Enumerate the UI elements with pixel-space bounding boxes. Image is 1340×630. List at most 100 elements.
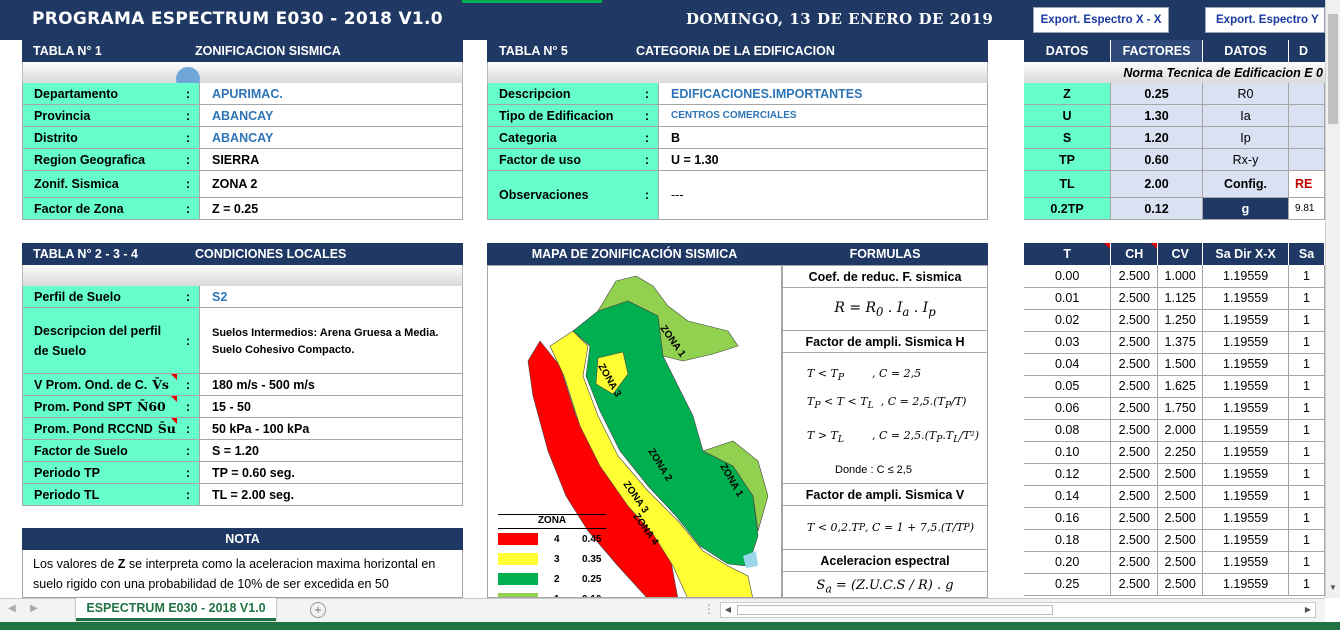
spectrum-cell[interactable]: 1 (1288, 573, 1325, 596)
spectrum-cell[interactable]: 0.00 (1024, 265, 1112, 288)
factor-value[interactable]: 0.12 (1111, 198, 1203, 220)
export-y-button[interactable]: Export. Espectro Y (1205, 7, 1325, 33)
spectrum-cell[interactable]: 2.250 (1157, 441, 1204, 464)
tabla234-row-value[interactable]: TP = 0.60 seg. (199, 462, 462, 483)
spectrum-cell[interactable]: 2.500 (1110, 463, 1159, 486)
spectrum-cell[interactable]: 0.01 (1024, 287, 1112, 310)
datos-right-value[interactable] (1289, 105, 1325, 127)
tabla234-row-value[interactable]: 180 m/s - 500 m/s (199, 374, 462, 395)
spectrum-cell[interactable]: 2.500 (1110, 441, 1159, 464)
spectrum-cell[interactable]: 2.500 (1110, 265, 1159, 288)
factor-value[interactable]: 0.60 (1111, 149, 1203, 171)
spectrum-cell[interactable]: 0.08 (1024, 419, 1112, 442)
spectrum-cell[interactable]: 2.500 (1110, 397, 1159, 420)
spectrum-cell[interactable]: 2.500 (1110, 573, 1159, 596)
tabla234-row-value[interactable]: 15 - 50 (199, 396, 462, 417)
spectrum-cell[interactable]: 1 (1288, 485, 1325, 508)
spectrum-cell[interactable]: 2.500 (1110, 287, 1159, 310)
tabla1-row-value[interactable]: APURIMAC. (199, 83, 462, 104)
spectrum-cell[interactable]: 0.18 (1024, 529, 1112, 552)
spectrum-cell[interactable]: 2.500 (1110, 375, 1159, 398)
tabla5-row-value[interactable]: --- (658, 171, 987, 219)
scroll-left-icon[interactable]: ◀ (724, 605, 732, 614)
spectrum-cell[interactable]: 1.19559 (1202, 353, 1290, 376)
spectrum-cell[interactable]: 1 (1288, 529, 1325, 552)
spectrum-cell[interactable]: 1 (1288, 265, 1325, 288)
spectrum-cell[interactable]: 1.750 (1157, 397, 1204, 420)
tabla5-row-value[interactable]: B (658, 127, 987, 148)
tab-scroll-left-icon[interactable]: ◀ (8, 603, 16, 614)
spectrum-cell[interactable]: 1 (1288, 375, 1325, 398)
splitter-handle-icon[interactable]: ⋮ (703, 602, 715, 616)
spectrum-cell[interactable]: 1 (1288, 309, 1325, 332)
spectrum-cell[interactable]: 2.000 (1157, 419, 1204, 442)
spectrum-cell[interactable]: 1.19559 (1202, 397, 1290, 420)
spectrum-cell[interactable]: 0.25 (1024, 573, 1112, 596)
spectrum-cell[interactable]: 2.500 (1110, 331, 1159, 354)
tabla5-row-value[interactable]: EDIFICACIONES.IMPORTANTES (658, 83, 987, 104)
spectrum-cell[interactable]: 2.500 (1157, 573, 1204, 596)
spectrum-cell[interactable]: 2.500 (1110, 507, 1159, 530)
horizontal-scrollbar[interactable]: ◀ ▶ (720, 602, 1316, 618)
tabla1-row-value[interactable]: Z = 0.25 (199, 198, 462, 219)
tabla1-row-value[interactable]: ABANCAY (199, 127, 462, 148)
spectrum-cell[interactable]: 2.500 (1110, 529, 1159, 552)
spectrum-cell[interactable]: 0.05 (1024, 375, 1112, 398)
spectrum-cell[interactable]: 1.19559 (1202, 331, 1290, 354)
vertical-scrollbar[interactable]: ▼ (1325, 0, 1340, 598)
datos-right-value[interactable]: 9.81 (1289, 198, 1325, 220)
factor-value[interactable]: 2.00 (1111, 171, 1203, 198)
scroll-down-icon[interactable]: ▼ (1329, 583, 1337, 592)
spectrum-cell[interactable]: 0.06 (1024, 397, 1112, 420)
spectrum-cell[interactable]: 0.10 (1024, 441, 1112, 464)
spectrum-cell[interactable]: 1.000 (1157, 265, 1204, 288)
tabla1-row-value[interactable]: ABANCAY (199, 105, 462, 126)
spectrum-cell[interactable]: 1.19559 (1202, 265, 1290, 288)
spectrum-cell[interactable]: 1.19559 (1202, 375, 1290, 398)
spectrum-cell[interactable]: 1.19559 (1202, 441, 1290, 464)
tabla234-row-value[interactable]: Suelos Intermedios: Arena Gruesa a Media… (199, 308, 462, 373)
spectrum-cell[interactable]: 1 (1288, 287, 1325, 310)
add-sheet-icon[interactable]: + (310, 602, 326, 618)
tab-scroll-right-icon[interactable]: ▶ (30, 603, 38, 614)
export-x-button[interactable]: Export. Espectro X - X (1033, 7, 1169, 33)
spectrum-cell[interactable]: 1 (1288, 397, 1325, 420)
spectrum-cell[interactable]: 2.500 (1157, 551, 1204, 574)
tabla1-row-value[interactable]: SIERRA (199, 149, 462, 170)
spectrum-cell[interactable]: 0.04 (1024, 353, 1112, 376)
spectrum-cell[interactable]: 2.500 (1157, 529, 1204, 552)
spectrum-cell[interactable]: 1 (1288, 331, 1325, 354)
spectrum-cell[interactable]: 1.250 (1157, 309, 1204, 332)
tabla234-row-value[interactable]: S2 (199, 286, 462, 307)
spectrum-cell[interactable]: 1 (1288, 441, 1325, 464)
factor-value[interactable]: 1.30 (1111, 105, 1203, 127)
spectrum-cell[interactable]: 1.500 (1157, 353, 1204, 376)
spectrum-cell[interactable]: 2.500 (1157, 485, 1204, 508)
spectrum-cell[interactable]: 1.125 (1157, 287, 1204, 310)
datos-right-value[interactable] (1289, 127, 1325, 149)
spectrum-cell[interactable]: 1.19559 (1202, 419, 1290, 442)
spectrum-cell[interactable]: 1 (1288, 507, 1325, 530)
datos-right-value[interactable] (1289, 83, 1325, 105)
spectrum-cell[interactable]: 1.19559 (1202, 485, 1290, 508)
spectrum-cell[interactable]: 0.02 (1024, 309, 1112, 332)
tabla5-row-value[interactable]: U = 1.30 (658, 149, 987, 170)
vertical-scroll-thumb[interactable] (1328, 14, 1338, 124)
tabla1-row-value[interactable]: ZONA 2 (199, 171, 462, 197)
datos-right-value[interactable] (1289, 149, 1325, 171)
factor-value[interactable]: 0.25 (1111, 83, 1203, 105)
spectrum-cell[interactable]: 0.16 (1024, 507, 1112, 530)
spectrum-cell[interactable]: 1 (1288, 463, 1325, 486)
factor-value[interactable]: 1.20 (1111, 127, 1203, 149)
spectrum-cell[interactable]: 1.19559 (1202, 507, 1290, 530)
spectrum-cell[interactable]: 1 (1288, 353, 1325, 376)
spectrum-cell[interactable]: 2.500 (1110, 353, 1159, 376)
sheet-tab-espectrum[interactable]: ESPECTRUM E030 - 2018 V1.0 (76, 598, 276, 621)
tabla234-row-value[interactable]: TL = 2.00 seg. (199, 484, 462, 505)
spectrum-cell[interactable]: 2.500 (1110, 485, 1159, 508)
spectrum-cell[interactable]: 1.19559 (1202, 309, 1290, 332)
spectrum-cell[interactable]: 2.500 (1157, 507, 1204, 530)
spectrum-cell[interactable]: 2.500 (1110, 419, 1159, 442)
spectrum-cell[interactable]: 1.19559 (1202, 287, 1290, 310)
spectrum-cell[interactable]: 0.20 (1024, 551, 1112, 574)
